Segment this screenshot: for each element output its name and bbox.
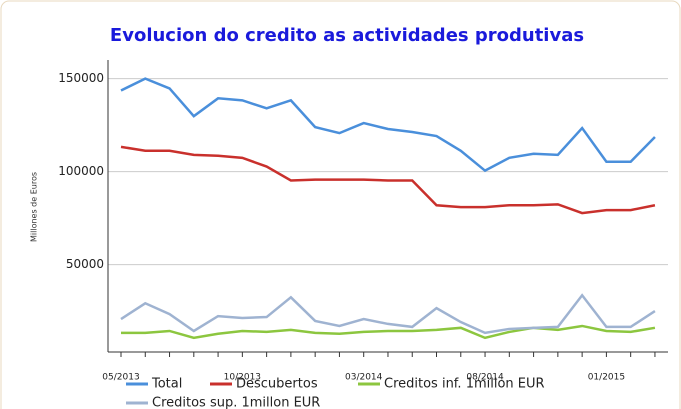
legend-label: Descubertos: [236, 377, 318, 392]
x-tick-label: 10/2013: [224, 373, 261, 383]
x-tick-label: 08/2014: [466, 373, 504, 383]
series-line: [120, 293, 656, 335]
x-tick-label: 01/2015: [588, 373, 625, 383]
chart-title: Evolucion do credito as actividades prod…: [110, 25, 584, 46]
x-tick-label: 03/2014: [345, 373, 383, 383]
series-line: [120, 145, 656, 215]
y-tick-label: 50000: [66, 257, 104, 271]
legend-label: Creditos sup. 1millon EUR: [152, 396, 320, 409]
y-axis-title: Millones de Euros: [30, 172, 39, 242]
y-tick-label: 150000: [58, 71, 104, 85]
x-tick-label: 05/2013: [102, 373, 139, 383]
series-line: [120, 77, 656, 173]
y-tick-label: 100000: [58, 164, 104, 178]
series-line: [121, 324, 656, 340]
legend-label: Total: [151, 377, 182, 392]
legend-label: Creditos inf. 1millon EUR: [384, 377, 545, 392]
